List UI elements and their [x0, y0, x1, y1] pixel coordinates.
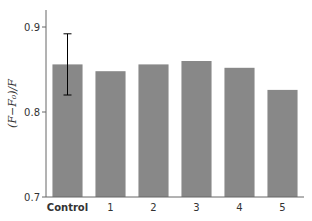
bar: [267, 90, 297, 197]
x-tick-label: Control: [47, 202, 88, 213]
bar: [95, 71, 125, 197]
error-bar: [64, 34, 72, 95]
y-tick: [42, 27, 46, 28]
x-tick-label: 2: [150, 202, 156, 213]
x-tick-label: 3: [193, 202, 199, 213]
error-bar-cap: [64, 95, 72, 96]
x-tick-label: 1: [107, 202, 113, 213]
error-bar-stem: [67, 34, 68, 95]
y-tick: [42, 197, 46, 198]
y-tick-label: 0.7: [24, 192, 40, 203]
chart-container: 0.7 0.8 0.9 Control 1 2 3 4 5 (F−F₀)/F: [0, 0, 312, 221]
bar: [224, 68, 254, 197]
x-tick-label: 5: [279, 202, 285, 213]
error-bar-cap: [64, 33, 72, 34]
y-axis-label: (F−F₀)/F: [6, 79, 19, 128]
y-tick-label: 0.9: [24, 22, 40, 33]
bar: [181, 61, 211, 197]
x-axis-line: [46, 197, 304, 198]
y-tick: [42, 112, 46, 113]
bar: [138, 64, 168, 197]
x-tick-label: 4: [236, 202, 242, 213]
y-tick-label: 0.8: [24, 107, 40, 118]
bars: [52, 34, 297, 197]
chart: 0.7 0.8 0.9 Control 1 2 3 4 5 (F−F₀)/F: [0, 0, 312, 221]
y-axis-line: [46, 10, 47, 197]
